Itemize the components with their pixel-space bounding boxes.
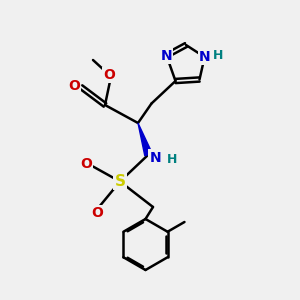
Text: N: N bbox=[161, 49, 172, 62]
Text: S: S bbox=[115, 174, 125, 189]
Text: O: O bbox=[92, 206, 104, 220]
Text: H: H bbox=[167, 152, 177, 166]
Text: N: N bbox=[199, 50, 210, 64]
Text: H: H bbox=[213, 49, 224, 62]
Polygon shape bbox=[138, 123, 152, 156]
Text: N: N bbox=[149, 151, 161, 164]
Text: O: O bbox=[80, 157, 92, 170]
Text: O: O bbox=[68, 79, 80, 92]
Text: O: O bbox=[103, 68, 116, 82]
